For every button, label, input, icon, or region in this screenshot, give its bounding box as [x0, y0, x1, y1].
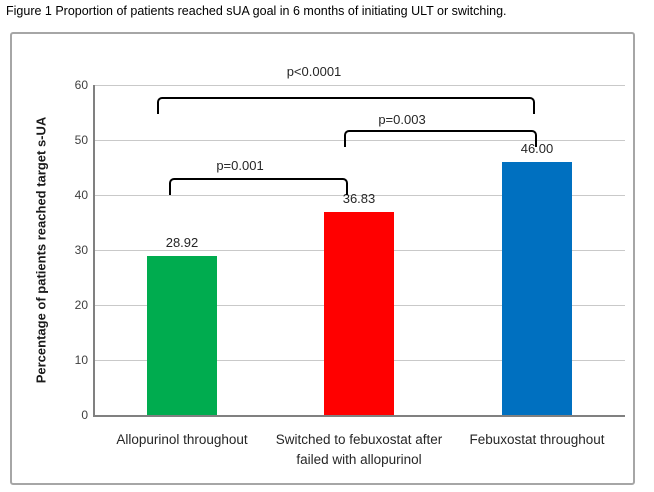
y-tick-20: 20 — [74, 298, 88, 312]
gridline-40 — [95, 195, 625, 196]
x-category-label: Allopurinol throughout — [116, 432, 248, 447]
bar-value-label: 28.92 — [165, 235, 199, 250]
p-value-label: p<0.0001 — [286, 64, 342, 79]
figure-caption: Figure 1 Proportion of patients reached … — [6, 4, 507, 18]
bar-3 — [502, 162, 572, 415]
y-axis-line — [93, 85, 95, 417]
p-value-label: p=0.001 — [216, 158, 264, 173]
bar-value-label: 36.83 — [342, 191, 376, 206]
significance-bracket-1 — [169, 178, 348, 195]
y-tick-40: 40 — [74, 188, 88, 202]
gridline-50 — [95, 140, 625, 141]
y-tick-60: 60 — [74, 78, 88, 92]
gridline-60 — [95, 85, 625, 86]
x-category-label: Febuxostat throughout — [469, 432, 605, 447]
bar-2 — [324, 212, 394, 415]
y-tick-50: 50 — [74, 133, 88, 147]
significance-bracket-2 — [344, 130, 537, 147]
y-tick-0: 0 — [81, 408, 88, 422]
significance-bracket-3 — [157, 97, 535, 114]
p-value-label: p=0.003 — [378, 112, 426, 127]
x-axis-line — [93, 415, 625, 417]
bar-1 — [147, 256, 217, 415]
bar-value-label: 46.00 — [520, 141, 554, 156]
y-tick-10: 10 — [74, 353, 88, 367]
x-category-label: Switched to febuxostat after failed with… — [275, 432, 443, 467]
y-axis-title: Percentage of patients reached target s-… — [33, 116, 49, 384]
y-tick-30: 30 — [74, 243, 88, 257]
chart-frame: Percentage of patients reached target s-… — [10, 32, 635, 485]
